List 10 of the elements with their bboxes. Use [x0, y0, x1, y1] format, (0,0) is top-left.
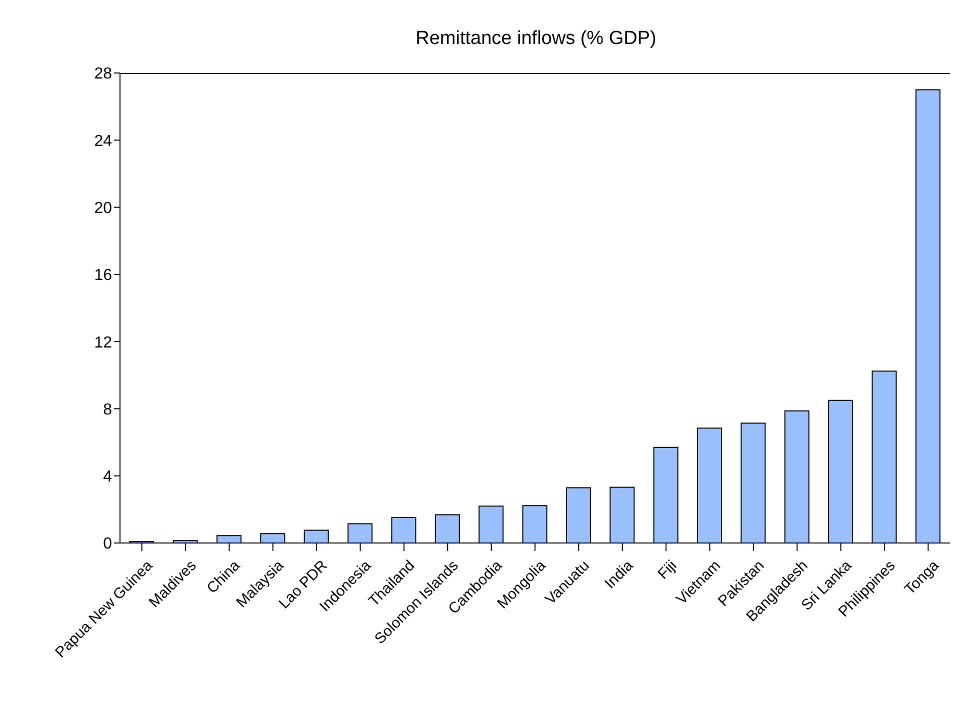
- chart-title: Remittance inflows (% GDP): [414, 28, 658, 50]
- y-tick-label: 0: [103, 536, 112, 553]
- y-tick-label: 16: [94, 267, 112, 284]
- x-tick-label: Fiji: [654, 557, 680, 583]
- y-tick-label: 28: [94, 66, 112, 83]
- y-tick-label: 20: [94, 200, 112, 217]
- y-tick-label: 12: [94, 334, 112, 352]
- y-tick-label: 24: [94, 132, 112, 150]
- y-tick-label: 8: [103, 401, 112, 418]
- y-tick-label: 4: [103, 468, 112, 486]
